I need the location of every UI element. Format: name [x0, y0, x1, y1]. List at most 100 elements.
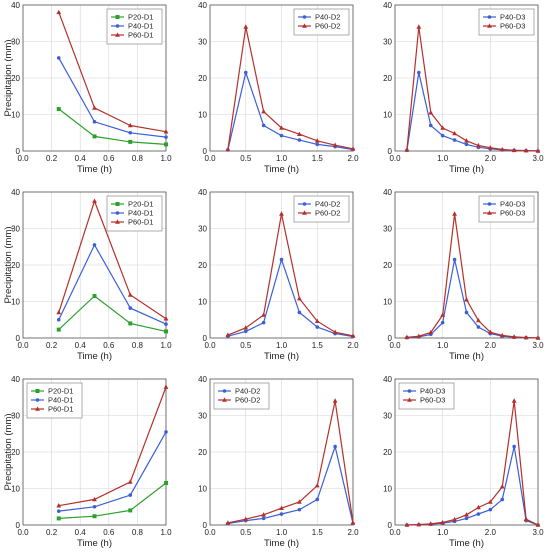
- x-tick-label: 3.0: [532, 341, 544, 350]
- data-point-P60-D2: [279, 211, 284, 216]
- chart-panel-row2-col1: 0 10 20 30 40 0.0 0.2 0.4 0.6 0.8 1.0 Time (h) Preci…: [3, 188, 172, 362]
- y-tick-label: 0: [388, 521, 393, 530]
- x-tick-label: 1.5: [312, 528, 324, 537]
- series-line-P20-D1: [58, 482, 167, 519]
- data-point-P60-D3: [404, 522, 410, 527]
- legend-frame: [293, 8, 350, 36]
- data-point-P40-D3: [452, 138, 457, 142]
- x-axis-title: Time (h): [449, 351, 484, 362]
- data-point-P60-D1: [56, 309, 62, 315]
- legend-label-P40-D2: P40-D2: [235, 387, 260, 396]
- series-line-P40-D1: [58, 243, 167, 325]
- y-tick-label: 30: [198, 38, 207, 47]
- x-tick-label: 0.2: [46, 154, 58, 163]
- data-point-P60-D3: [499, 332, 505, 338]
- y-tick-label: 20: [198, 448, 207, 457]
- legend-label-P60-D2: P60-D2: [235, 396, 260, 405]
- legend-label-P60-D1: P60-D1: [128, 31, 153, 40]
- data-point-P60-D3: [476, 317, 481, 323]
- data-point-P40-D2: [279, 512, 284, 516]
- data-point-P40-D1: [56, 509, 61, 513]
- series-line-P40-D1: [58, 431, 167, 512]
- y-tick-label: 40: [383, 375, 392, 384]
- y-tick-label: 20: [11, 74, 20, 83]
- y-tick-label: 30: [383, 38, 392, 47]
- y-tick-label: 10: [198, 111, 207, 120]
- data-point-P60-D3: [440, 519, 446, 525]
- x-tick-label: 1.0: [437, 154, 449, 163]
- data-point-P20-D1: [56, 107, 61, 112]
- data-point-P40-D3: [428, 123, 433, 128]
- data-point-P60-D2: [225, 520, 231, 525]
- legend-marker-P40-D1: [115, 211, 120, 215]
- y-tick-label: 0: [203, 521, 208, 530]
- data-point-P40-D3: [440, 133, 445, 138]
- chart-panel-row1-col1: 0 10 20 30 40 0.0 0.2 0.4 0.6 0.8 1.0 Time (h) Preci…: [3, 1, 172, 175]
- legend-label-P40-D1: P40-D1: [128, 22, 153, 31]
- data-point-P40-D3: [464, 310, 469, 315]
- data-point-P60-D1: [127, 292, 133, 297]
- y-tick-label: 20: [11, 261, 20, 270]
- x-tick-label: 2.0: [347, 154, 359, 163]
- data-point-P60-D2: [261, 512, 267, 517]
- x-axis-title: Time (h): [264, 164, 299, 175]
- x-axis-title: Time (h): [449, 538, 484, 549]
- data-point-P20-D1: [92, 134, 97, 139]
- legend-marker-P60-D2: [222, 397, 227, 402]
- legend-frame: [293, 195, 350, 223]
- data-point-P40-D2: [261, 320, 266, 325]
- data-point-P60-D3: [464, 512, 469, 517]
- data-point-P40-D1: [92, 120, 97, 124]
- data-point-P60-D3: [416, 333, 422, 338]
- data-point-P60-D2: [225, 332, 231, 337]
- x-axis-title: Time (h): [77, 164, 112, 175]
- y-tick-label: 40: [383, 188, 392, 197]
- legend-frame: [478, 195, 535, 223]
- legend-marker-P40-D1: [115, 24, 120, 28]
- x-tick-label: 1.0: [160, 154, 172, 163]
- y-axis-title: Precipitation (mm): [3, 39, 14, 116]
- series-line-P60-D3: [406, 400, 539, 526]
- series-line-P60-D2: [227, 213, 354, 337]
- legend-marker-P60-D1: [115, 32, 120, 37]
- y-tick-label: 0: [16, 147, 21, 156]
- data-point-P40-D2: [243, 329, 248, 334]
- series-line-P40-D2: [227, 70, 354, 151]
- plot-frame: [22, 191, 167, 339]
- legend-label-P40-D1: P40-D1: [128, 209, 153, 218]
- data-point-P60-D3: [499, 484, 505, 489]
- data-point-P40-D2: [279, 257, 284, 262]
- series-line-P60-D1: [58, 199, 167, 320]
- data-point-P60-D3: [428, 329, 434, 335]
- x-axis-title: Time (h): [264, 538, 299, 549]
- data-point-P40-D2: [297, 138, 302, 142]
- y-tick-label: 0: [388, 334, 393, 343]
- legend-label-P40-D3: P40-D3: [500, 13, 525, 22]
- data-point-P60-D1: [56, 9, 62, 15]
- x-tick-label: 0.8: [132, 154, 144, 163]
- y-tick-label: 40: [11, 188, 20, 197]
- y-tick-label: 10: [11, 485, 20, 494]
- data-point-P40-D3: [464, 516, 469, 521]
- chart-panel-row2-col2: 0 10 20 30 40 0.0 0.5 1.0 1.5 2.0 Time (h) P40-D2P6…: [198, 188, 359, 362]
- data-point-P40-D3: [476, 512, 481, 516]
- data-point-P60-D2: [261, 108, 267, 114]
- legend-marker-P60-D2: [302, 210, 307, 215]
- legend-frame: [478, 8, 535, 36]
- data-point-P60-D2: [225, 146, 231, 152]
- x-tick-label: 0.5: [240, 341, 252, 350]
- data-point-P40-D3: [417, 70, 421, 75]
- data-point-P40-D3: [488, 507, 493, 512]
- data-point-P60-D2: [243, 516, 249, 521]
- data-point-P60-D3: [452, 516, 457, 522]
- series-line-P60-D1: [58, 12, 167, 133]
- legend-marker-P40-D2: [302, 202, 307, 206]
- legend-label-P20-D1: P20-D1: [128, 13, 153, 22]
- data-point-P60-D3: [535, 335, 541, 340]
- y-tick-label: 30: [383, 412, 392, 421]
- y-tick-label: 30: [11, 225, 20, 234]
